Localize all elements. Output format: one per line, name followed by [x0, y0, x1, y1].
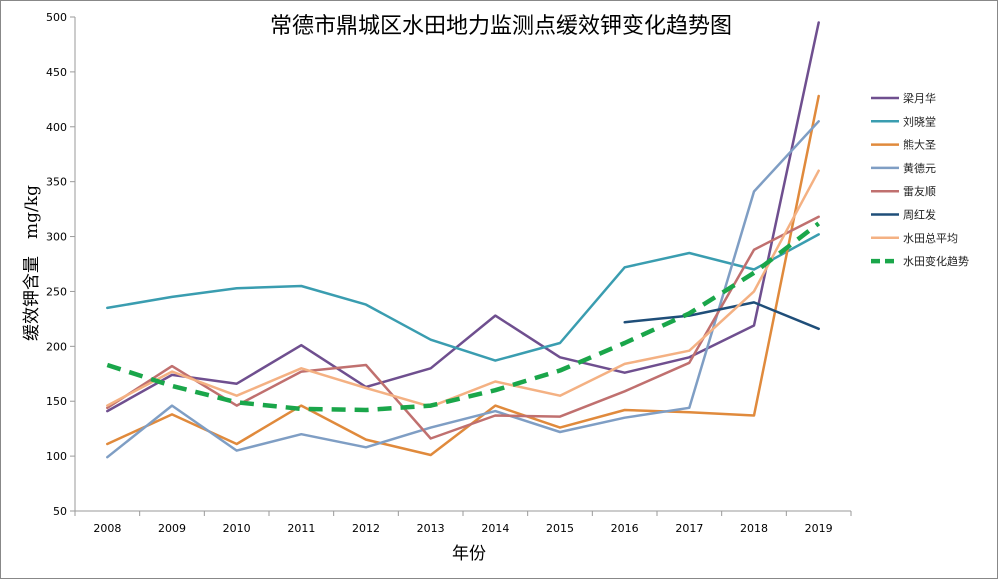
axes: 50 100 150 200 250 300 350 400 450 500 2008 2009 201… — [46, 11, 852, 535]
legend-label-6: 周红发 — [903, 208, 936, 222]
series-line-8 — [106, 221, 821, 413]
x-tick-label: 2011 — [287, 522, 315, 535]
y-tick-label: 500 — [46, 11, 67, 24]
series-line-7 — [106, 169, 820, 408]
legend-label-4: 黄德元 — [903, 161, 936, 175]
y-tick-label: 200 — [46, 340, 67, 353]
y-tick-label: 450 — [46, 66, 67, 79]
legend-label-2: 刘晓堂 — [903, 115, 936, 128]
y-axis-label: 缓效钾含量 mg/kg — [22, 185, 42, 341]
legend-label-1: 梁月华 — [903, 91, 936, 105]
y-tick-label: 300 — [46, 231, 67, 244]
legend-label-7: 水田总平均 — [903, 231, 958, 245]
series-layer — [106, 21, 821, 459]
legend-label-3: 熊大圣 — [903, 138, 936, 152]
x-tick-label: 2013 — [417, 522, 445, 535]
x-tick-label: 2015 — [546, 522, 574, 535]
series-line-2 — [106, 233, 820, 362]
series-line-1 — [106, 21, 820, 413]
chart-title: 常德市鼎城区水田地力监测点缓效钾变化趋势图 — [270, 14, 732, 39]
y-tick-label: 100 — [46, 450, 67, 463]
y-tick-label: 400 — [46, 121, 67, 134]
series-line-3 — [106, 94, 820, 457]
y-tick-label: 350 — [46, 176, 67, 189]
series-line-6 — [623, 301, 820, 331]
x-tick-label: 2018 — [740, 522, 768, 535]
x-tick-label: 2010 — [223, 522, 251, 535]
y-tick-label: 50 — [53, 505, 67, 518]
legend-label-8: 水田变化趋势 — [903, 254, 969, 268]
x-tick-label: 2009 — [158, 522, 186, 535]
x-tick-label: 2019 — [805, 522, 833, 535]
x-tick-label: 2008 — [93, 522, 121, 535]
y-tick-label: 250 — [46, 285, 67, 298]
series-line-4 — [106, 120, 820, 459]
legend-label-5: 雷友顺 — [903, 184, 936, 198]
y-tick-label: 150 — [46, 395, 67, 408]
x-axis-label: 年份 — [452, 544, 486, 564]
x-tick-label: 2016 — [611, 522, 639, 535]
x-tick-label: 2012 — [352, 522, 380, 535]
x-tick-label: 2017 — [675, 522, 703, 535]
x-tick-label: 2014 — [481, 522, 509, 535]
